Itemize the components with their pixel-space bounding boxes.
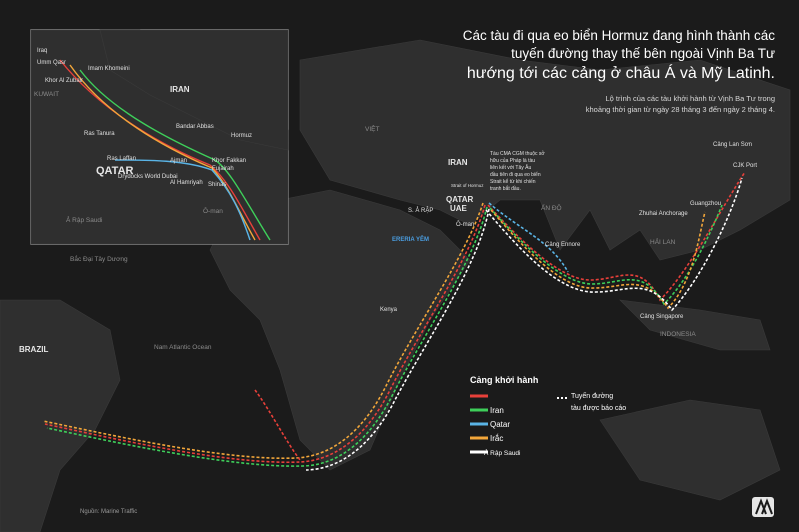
map-label: Cảng Singapore <box>640 314 684 320</box>
logo <box>752 497 774 517</box>
subtitle-line: Lộ trình của các tàu khởi hành từ Vịnh B… <box>605 94 775 103</box>
source: Nguồn: Marine Traffic <box>80 509 137 515</box>
legend-label: Irắc <box>490 434 503 443</box>
inset-label: Umm Qasr <box>37 60 66 66</box>
inset-label: Ras Tanura <box>84 131 115 137</box>
map-label: Ô-man <box>456 221 474 228</box>
inset-label: Ô-man <box>203 206 223 215</box>
map-label: Cảng Ennore <box>545 242 581 248</box>
map-label: Guangzhou <box>690 201 721 207</box>
map-label: BRAZIL <box>19 345 48 354</box>
legend-label: tàu được báo cáo <box>571 405 626 412</box>
inset-label: Fujairah <box>212 166 234 172</box>
annotation-line: liên kết với Tây Âu <box>490 164 531 171</box>
inset-labels: Iraq Umm Qasr Imam Khomeini Khor Al Zuba… <box>34 48 252 224</box>
map-label: VIỆT <box>365 124 379 133</box>
inset-label: Hormuz <box>231 133 252 139</box>
inset-label: QATAR <box>96 165 134 177</box>
map-label: Strait of Hormuz <box>451 183 484 188</box>
map-label: Kenya <box>380 307 398 313</box>
annotation-line: hữu của Pháp là tàu <box>490 157 535 164</box>
legend-label: Iran <box>490 406 504 415</box>
map-label: IRAN <box>448 158 468 167</box>
inset-label: Shinas <box>208 182 226 188</box>
inset-label: Ras Laffan <box>107 156 136 162</box>
annotation: Tàu CMA CGM thuộc sở hữu của Pháp là tàu… <box>490 150 545 192</box>
inset-label: Bandar Abbas <box>176 124 214 130</box>
inset-label: Iraq <box>37 48 47 54</box>
legend-label: Ả Rập Saudi <box>484 448 521 457</box>
inset-label: Drydocks World Dubai <box>118 174 178 180</box>
map-label: UAE <box>450 204 468 213</box>
routes <box>42 171 746 471</box>
legend: Cảng khởi hành Iran Qatar Irắc Ả Rập Sau… <box>470 375 626 457</box>
legend-title: Cảng khởi hành <box>470 375 538 385</box>
inset-label: KUWAIT <box>34 91 59 98</box>
inset-label: Khor Al Zubair <box>45 78 83 84</box>
inset-label: Imam Khomeini <box>88 66 130 72</box>
map-label: Nam Atlantic Ocean <box>154 344 212 351</box>
map-label: QATAR <box>446 195 473 204</box>
legend-label: Tuyến đường <box>571 391 613 400</box>
map-label: Zhuhai Anchorage <box>639 211 688 217</box>
inset-label: Ajman <box>170 158 187 164</box>
map-label: HẢI LAN <box>650 237 676 246</box>
map-label: Cảng Lan Sơn <box>713 142 752 148</box>
map-label: CJK Port <box>733 163 757 169</box>
title-line: tuyến đường thay thế bên ngoài Vịnh Ba T… <box>511 46 775 61</box>
land <box>0 39 791 532</box>
map-label: Bắc Đại Tây Dương <box>70 254 128 263</box>
map-labels: BRAZIL Nam Atlantic Ocean Bắc Đại Tây Dư… <box>19 124 757 354</box>
title-line: Các tàu đi qua eo biển Hormuz đang hình … <box>463 28 775 43</box>
map-label: S. Ả RẬP <box>408 207 433 214</box>
inset-label: IRAN <box>170 85 190 94</box>
legend-label: Qatar <box>490 420 510 429</box>
map-label: ẤN ĐỘ <box>541 202 562 212</box>
subtitle-line: khoảng thời gian từ ngày 28 tháng 3 đến … <box>586 105 775 114</box>
map-label: ERERIA YÊM <box>392 235 429 243</box>
annotation-line: Strait kể từ khi chiến <box>490 178 536 185</box>
title-line: hướng tới các cảng ở châu Á và Mỹ Latinh… <box>467 63 775 82</box>
annotation-line: đầu tiên đi qua eo biển <box>490 171 541 178</box>
inset-label: Ả Rập Saudi <box>66 215 103 224</box>
map-label: INDONESIA <box>660 331 696 338</box>
annotation-line: Tàu CMA CGM thuộc sở <box>490 150 545 157</box>
annotation-line: tranh bắt đầu. <box>490 185 521 192</box>
inset-label: Al Hamriyah <box>170 180 203 186</box>
inset <box>30 29 289 245</box>
inset-label: Khor Fakkan <box>212 158 246 164</box>
